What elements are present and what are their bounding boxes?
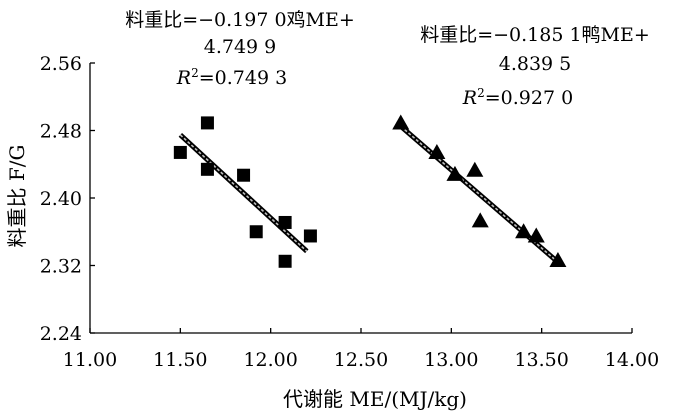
x-tick-label: 14.00 <box>605 349 659 371</box>
triangle-point <box>428 143 446 159</box>
triangle-point <box>446 165 464 181</box>
equation-chicken-line2: 4.749 9 <box>204 36 277 58</box>
r2-duck-exponent: 2 <box>477 86 485 100</box>
r2-duck-symbol: R <box>462 87 477 109</box>
x-tick-label: 12.00 <box>243 349 297 371</box>
square-point <box>237 168 251 182</box>
square-point <box>200 162 214 176</box>
axes <box>89 62 633 334</box>
x-tick-label: 13.00 <box>424 349 478 371</box>
triangle-point <box>549 251 567 267</box>
data-points <box>173 114 567 268</box>
square-point <box>278 254 292 268</box>
r2-chicken: R2=0.749 3 <box>176 66 287 89</box>
r2-chicken-symbol: R <box>176 67 191 89</box>
x-tick-label: 11.00 <box>63 349 117 371</box>
square-point <box>278 215 292 229</box>
trendline-series-1-inner <box>396 122 561 265</box>
triangle-point <box>527 227 545 243</box>
r2-chicken-value: =0.749 3 <box>199 67 287 89</box>
square-point <box>303 229 317 243</box>
x-tick-label: 13.50 <box>514 349 568 371</box>
equation-chicken-line1: 料重比=−0.197 0鸡ME+ <box>125 9 355 31</box>
y-tick-label: 2.32 <box>40 256 82 278</box>
trendlines <box>178 121 562 266</box>
y-tick-label: 2.56 <box>40 53 82 75</box>
square-point <box>249 225 263 239</box>
square-point <box>200 116 214 130</box>
equation-duck-line2: 4.839 5 <box>499 53 572 75</box>
y-tick-label: 2.48 <box>40 121 82 143</box>
triangle-point <box>392 114 410 130</box>
y-tick-label: 2.40 <box>40 188 82 210</box>
x-tick-label: 12.50 <box>334 349 388 371</box>
r2-chicken-exponent: 2 <box>191 66 199 80</box>
trendline-series-0-inner <box>179 134 308 252</box>
triangle-point <box>471 212 489 228</box>
square-point <box>173 145 187 159</box>
tick-labels: 2.24 2.32 2.40 2.48 2.56 11.00 11.50 12.00 12.50… <box>40 53 660 371</box>
y-tick-label: 2.24 <box>40 323 82 345</box>
triangle-point <box>466 161 484 177</box>
x-tick-label: 11.50 <box>153 349 207 371</box>
x-axis-title: 代谢能 ME/(MJ/kg) <box>283 387 467 411</box>
r2-duck-value: =0.927 0 <box>485 87 573 109</box>
r2-duck: R2=0.927 0 <box>462 86 573 109</box>
y-axis-title: 料重比 F/G <box>5 145 29 248</box>
triangle-point <box>515 223 533 239</box>
equation-duck-line1: 料重比=−0.185 1鸭ME+ <box>420 24 650 46</box>
